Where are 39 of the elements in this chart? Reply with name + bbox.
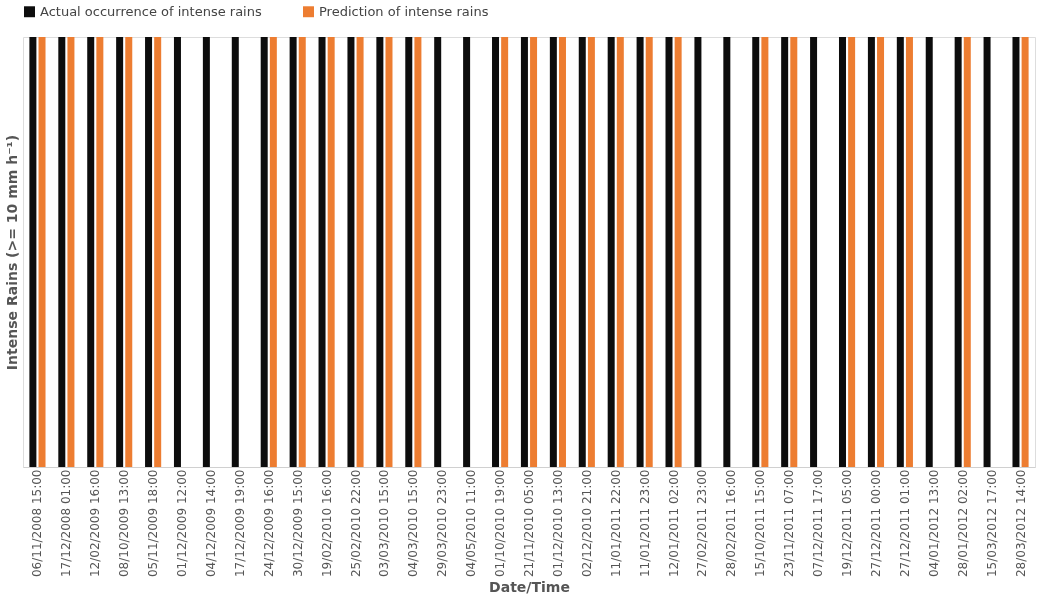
x-tick-label: 28/03/2012 14:00: [1013, 469, 1028, 578]
x-tick-label: 11/01/2011 22:00: [608, 469, 623, 578]
x-tick-label: 29/03/2010 23:00: [435, 469, 450, 578]
x-tick-label: 04/05/2010 11:00: [464, 469, 479, 578]
legend-label: Actual occurrence of intense rains: [40, 3, 262, 19]
x-tick-label: 01/12/2010 13:00: [550, 469, 565, 578]
x-tick-label: 27/12/2011 01:00: [897, 469, 912, 578]
x-tick-label: 11/01/2011 23:00: [637, 469, 652, 578]
x-tick-label: 12/02/2009 16:00: [88, 469, 103, 578]
x-tick-label: 28/01/2012 02:00: [955, 469, 970, 578]
x-tick-label: 28/02/2011 16:00: [724, 469, 739, 578]
x-tick-label: 24/12/2009 16:00: [261, 469, 276, 578]
x-tick-label: 25/02/2010 22:00: [348, 469, 363, 578]
x-tick-label: 01/12/2009 12:00: [175, 469, 190, 578]
x-tick-label: 15/10/2011 15:00: [753, 469, 768, 578]
x-axis-title: Date/Time: [489, 579, 570, 596]
x-tick-label: 21/11/2010 05:00: [522, 469, 536, 578]
x-tick-label: 23/11/2011 07:00: [782, 469, 797, 578]
x-tick-label: 01/10/2010 19:00: [493, 469, 508, 578]
x-tick-label: 05/11/2009 18:00: [146, 469, 161, 578]
x-tick-label: 07/12/2011 17:00: [811, 469, 826, 578]
y-axis-title: Intense Rains (>= 10 mm h⁻¹): [3, 134, 20, 371]
x-tick-label: 04/01/2012 13:00: [926, 469, 941, 578]
x-tick-label: 27/02/2011 23:00: [695, 469, 710, 578]
x-tick-label: 12/01/2011 02:00: [666, 469, 681, 578]
x-tick-label: 06/11/2008 15:00: [30, 469, 45, 578]
x-tick-label: 15/03/2012 17:00: [984, 469, 999, 578]
x-tick-label: 17/12/2009 19:00: [232, 469, 247, 578]
x-tick-label: 17/12/2008 01:00: [59, 469, 74, 578]
x-tick-label: 04/03/2010 15:00: [406, 469, 421, 578]
x-tick-label: 04/12/2009 14:00: [203, 469, 218, 578]
x-tick-label: 30/12/2009 15:00: [290, 469, 305, 578]
x-tick-label: 08/10/2009 13:00: [117, 469, 132, 578]
x-tick-label: 19/12/2011 05:00: [840, 469, 855, 578]
x-tick-label: 03/03/2010 15:00: [377, 469, 392, 578]
x-tick-label: 27/12/2011 00:00: [868, 469, 883, 578]
legend-label: Prediction of intense rains: [319, 3, 489, 19]
x-tick-label: 19/02/2010 16:00: [319, 469, 334, 578]
x-tick-label: 02/12/2010 21:00: [579, 469, 594, 578]
